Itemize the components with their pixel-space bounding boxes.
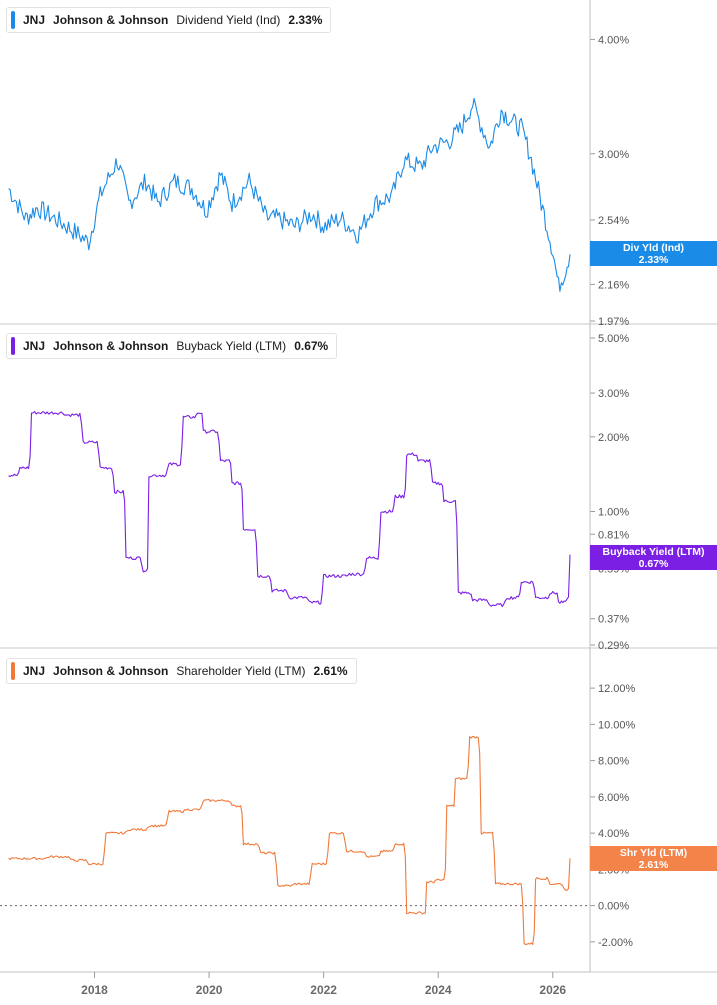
y-tick-label: 12.00% [598,683,636,695]
y-tick-label: 10.00% [598,719,636,731]
legend-ticker: JNJ [23,664,46,678]
y-tick-label: 3.00% [598,149,629,161]
legend-current-value: 2.33% [288,13,323,27]
y-tick-label: 2.00% [598,432,629,444]
series-line [8,735,571,946]
x-tick-label: 2022 [310,983,337,997]
y-tick-label: 8.00% [598,756,629,768]
legend-ticker: JNJ [23,13,46,27]
x-tick-label: 2018 [81,983,108,997]
value-tag-label: Buyback Yield (LTM) [602,546,705,558]
value-tag-dividend: Div Yld (Ind) 2.33% [590,241,717,266]
y-tick-label: 6.00% [598,792,629,804]
value-tag-label: Shr Yld (LTM) [619,847,688,859]
legend-swatch-dividend [11,11,15,29]
legend-metric: Buyback Yield (LTM) [176,339,287,353]
legend-metric: Shareholder Yield (LTM) [176,664,306,678]
legend-swatch-buyback [11,337,15,355]
y-tick-label: 4.00% [598,34,629,46]
y-tick-label: 0.29% [598,640,629,652]
value-tag-label: Div Yld (Ind) [622,242,685,254]
x-tick-label: 2020 [196,983,223,997]
x-tick-label: 2024 [425,983,452,997]
y-tick-label: 2.54% [598,215,629,227]
x-tick-label: 2026 [539,983,566,997]
value-tag-value: 2.61% [638,859,669,871]
y-tick-label: 2.16% [598,279,629,291]
legend-current-value: 2.61% [313,664,348,678]
series-line [8,411,571,608]
y-tick-label: 5.00% [598,333,629,345]
series-line [8,97,571,292]
legend-metric: Dividend Yield (Ind) [176,13,281,27]
y-tick-label: 0.00% [598,901,629,913]
value-tag-shareholder: Shr Yld (LTM) 2.61% [590,846,717,871]
y-tick-label: 1.97% [598,316,629,328]
legend-dividend-yield: JNJ Johnson & Johnson Dividend Yield (In… [6,7,332,33]
legend-company: Johnson & Johnson [53,339,169,353]
legend-company: Johnson & Johnson [53,664,169,678]
value-tag-buyback: Buyback Yield (LTM) 0.67% [590,545,717,570]
legend-current-value: 0.67% [294,339,329,353]
value-tag-value: 2.33% [638,254,669,266]
legend-shareholder-yield: JNJ Johnson & Johnson Shareholder Yield … [6,658,357,684]
legend-ticker: JNJ [23,339,46,353]
y-tick-label: 4.00% [598,828,629,840]
legend-swatch-shareholder [11,662,15,680]
y-tick-label: 1.00% [598,507,629,519]
value-tag-value: 0.67% [638,558,669,570]
y-tick-label: -2.00% [598,937,633,949]
y-tick-label: 0.81% [598,529,629,541]
legend-buyback-yield: JNJ Johnson & Johnson Buyback Yield (LTM… [6,333,338,359]
y-tick-label: 3.00% [598,388,629,400]
legend-company: Johnson & Johnson [53,13,169,27]
y-tick-label: 0.37% [598,614,629,626]
